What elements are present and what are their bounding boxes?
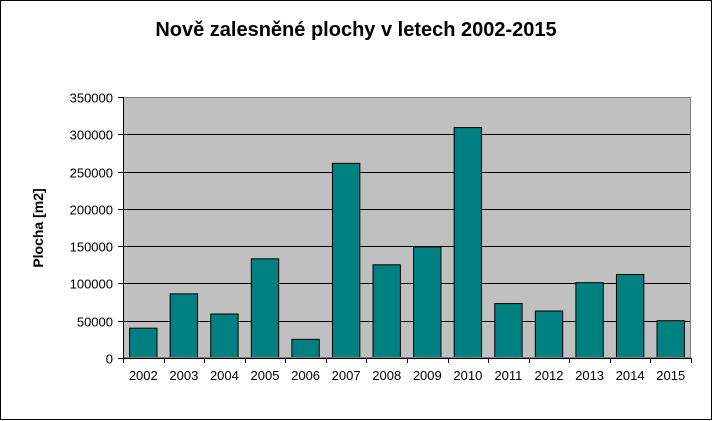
- x-tick-label-2012: 2012: [535, 368, 564, 383]
- bar-2003: [169, 293, 199, 359]
- bar-2013: [575, 282, 604, 359]
- x-tick-label-2011: 2011: [494, 368, 522, 383]
- x-tick-label-2004: 2004: [210, 368, 239, 383]
- bar-2009: [413, 246, 442, 359]
- y-tick-label: 250000: [70, 166, 113, 181]
- bar-2011: [494, 303, 523, 359]
- y-tick-label: 150000: [70, 240, 113, 255]
- chart-title: Nově zalesněné plochy v letech 2002-2015: [155, 19, 557, 41]
- y-tick-label: 200000: [70, 203, 113, 218]
- bar-2005: [250, 258, 280, 359]
- x-tick-label-2006: 2006: [291, 368, 320, 383]
- plot-area: [123, 97, 691, 358]
- bar-2006: [291, 338, 320, 359]
- bar-2015: [656, 320, 685, 359]
- bar-2012: [534, 310, 564, 359]
- x-tick-label-2007: 2007: [332, 368, 361, 383]
- y-tick-label: 300000: [70, 128, 113, 143]
- y-tick-label: 100000: [70, 277, 113, 292]
- x-tick-label-2005: 2005: [251, 368, 280, 383]
- x-tick-label-2009: 2009: [413, 368, 442, 383]
- x-tick-label-2014: 2014: [616, 368, 645, 383]
- bar-2014: [615, 273, 645, 359]
- x-tick-label-2013: 2013: [575, 368, 604, 383]
- bar-2004: [210, 313, 239, 359]
- x-tick-label-2010: 2010: [453, 368, 482, 383]
- x-tick-label-2003: 2003: [169, 368, 198, 383]
- x-tick-label-2002: 2002: [129, 368, 158, 383]
- x-tick-label-2015: 2015: [656, 368, 685, 383]
- bar-2008: [372, 264, 401, 359]
- bar-2002: [129, 327, 158, 359]
- bar-2007: [331, 162, 361, 359]
- bar-2010: [453, 127, 483, 359]
- y-tick-label: 0: [106, 352, 113, 367]
- y-tick-label: 350000: [70, 91, 113, 106]
- x-tick-label-2008: 2008: [372, 368, 401, 383]
- y-tick-label: 50000: [77, 315, 113, 330]
